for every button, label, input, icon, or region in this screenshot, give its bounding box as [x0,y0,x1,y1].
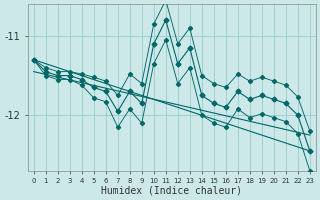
X-axis label: Humidex (Indice chaleur): Humidex (Indice chaleur) [101,186,242,196]
